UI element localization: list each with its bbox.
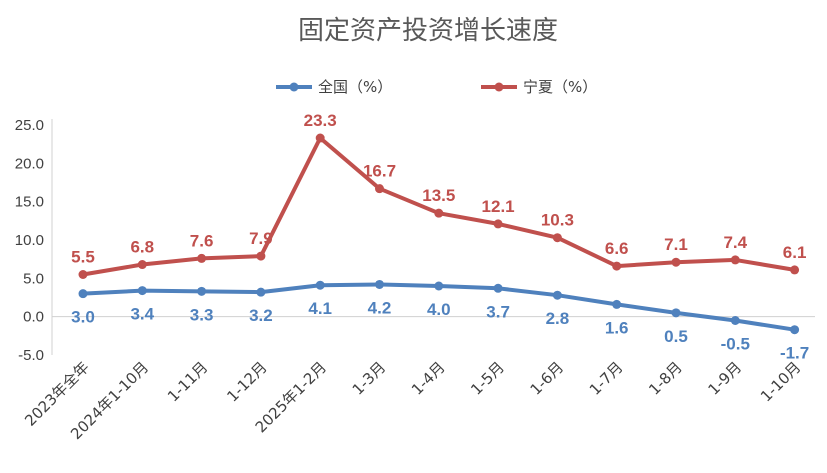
- data-label: 4.2: [368, 298, 392, 317]
- data-point: [434, 281, 444, 291]
- data-labels-layer: 3.0 3.4 3.3 3.2 4.1 4.2 4.0 3.7 2.8 1.6 0.5 -0.5 -1.…: [71, 111, 809, 363]
- data-point: [552, 290, 562, 300]
- x-tick-label: 1-4月: [408, 358, 449, 399]
- data-label: 13.5: [422, 186, 455, 205]
- x-tick-label: 1-5月: [467, 358, 508, 399]
- data-label: 3.3: [190, 305, 214, 324]
- data-label: 2.8: [546, 309, 570, 328]
- series-line-ningxia: [81, 136, 797, 277]
- series-layer: [78, 133, 800, 335]
- data-label: 4.1: [308, 299, 332, 318]
- data-point: [671, 257, 681, 267]
- data-label: 6.1: [783, 243, 807, 262]
- data-point: [612, 299, 622, 309]
- y-tick-label: 15.0: [15, 194, 44, 211]
- data-label: 7.4: [723, 233, 747, 252]
- data-point: [197, 253, 207, 263]
- data-label: 7.6: [190, 231, 214, 250]
- data-point: [790, 265, 800, 275]
- data-label: 1.6: [605, 318, 629, 337]
- data-label: 3.4: [130, 305, 154, 324]
- y-tick-label: 0.0: [23, 309, 44, 326]
- x-tick-label: 1-12月: [223, 358, 270, 405]
- x-tick-label: 1-11月: [164, 358, 211, 405]
- y-tick-label: 5.0: [23, 270, 44, 287]
- data-point: [197, 286, 207, 296]
- data-point: [493, 219, 503, 229]
- data-point: [315, 280, 325, 290]
- y-tick-label: 10.0: [15, 232, 44, 249]
- data-point: [434, 208, 444, 218]
- data-label: -1.7: [780, 344, 809, 363]
- axes: 25.020.015.010.05.00.0-5.02023年全年2024年1-…: [15, 117, 815, 443]
- data-point: [552, 233, 562, 243]
- y-tick-label: 25.0: [15, 117, 44, 134]
- x-tick-label: 1-10月: [757, 358, 804, 405]
- data-point: [137, 286, 147, 296]
- x-tick-label: 1-7月: [586, 358, 627, 399]
- data-point: [78, 270, 88, 279]
- y-tick-label: 20.0: [15, 155, 44, 172]
- data-point: [137, 260, 147, 270]
- data-point: [78, 289, 88, 299]
- legend: 全国（%） 宁夏（%）: [276, 78, 597, 96]
- data-point: [315, 133, 325, 143]
- data-point: [256, 287, 266, 297]
- data-label: 12.1: [482, 197, 515, 216]
- data-point: [730, 255, 740, 265]
- data-label: 7.1: [664, 235, 688, 254]
- data-point: [612, 261, 622, 271]
- x-tick-label: 1-3月: [349, 358, 390, 399]
- legend-label-national: 全国（%）: [318, 78, 392, 96]
- x-tick-label: 1-9月: [704, 358, 745, 399]
- y-tick-label: -5.0: [18, 347, 44, 364]
- data-point: [493, 283, 503, 293]
- data-label: 6.8: [130, 238, 154, 257]
- legend-marker-ningxia: [494, 82, 504, 92]
- x-tick-label: 1-8月: [645, 358, 686, 399]
- data-point: [256, 251, 266, 261]
- x-tick-label: 1-6月: [527, 358, 568, 399]
- data-label: 3.7: [486, 302, 510, 321]
- data-label: 16.7: [363, 162, 396, 181]
- legend-label-ningxia: 宁夏（%）: [523, 78, 597, 96]
- data-point: [671, 308, 681, 318]
- data-point: [375, 184, 384, 194]
- data-point: [790, 325, 800, 335]
- data-label: 10.3: [541, 211, 574, 230]
- data-point: [730, 316, 740, 325]
- data-label: 7.9: [249, 229, 273, 248]
- data-label: 23.3: [304, 111, 337, 130]
- data-label: 5.5: [71, 248, 95, 267]
- data-label: -0.5: [721, 335, 750, 354]
- data-label: 3.0: [71, 308, 95, 327]
- data-point: [375, 279, 384, 289]
- legend-marker-national: [289, 82, 299, 92]
- data-label: 6.6: [605, 239, 629, 258]
- data-label: 3.2: [249, 306, 273, 325]
- data-label: 4.0: [427, 300, 451, 319]
- chart-title: 固定资产投资增长速度: [298, 16, 558, 46]
- data-label: 0.5: [664, 327, 688, 346]
